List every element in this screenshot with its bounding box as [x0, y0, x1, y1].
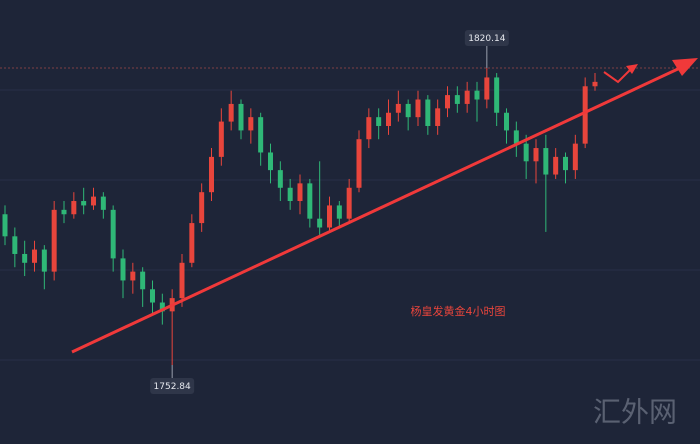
candle-body	[297, 183, 303, 202]
candle-body	[51, 209, 57, 272]
candle-body	[248, 117, 254, 131]
candle-body	[32, 249, 37, 263]
candle-body	[572, 143, 578, 171]
candle-body	[523, 143, 529, 162]
candle-body	[61, 209, 67, 215]
candle-body	[140, 271, 146, 290]
candle-body	[159, 302, 165, 312]
candle-body	[336, 205, 342, 219]
trend-line	[71, 66, 681, 354]
candle-body	[513, 130, 519, 144]
candle-body	[91, 196, 96, 206]
candle-body	[317, 218, 323, 228]
candle-body	[454, 95, 460, 104]
candle-body	[2, 214, 8, 237]
candle-body	[563, 156, 568, 171]
zigzag-arrow	[603, 69, 631, 84]
candle-body	[307, 183, 313, 219]
candle-body	[218, 121, 224, 157]
candle-body	[327, 205, 332, 228]
candle-body	[435, 108, 441, 126]
candle-body	[582, 86, 588, 144]
candle-body	[12, 236, 18, 254]
candle-body	[189, 223, 195, 263]
candle-body	[120, 258, 126, 281]
arrow-head	[626, 64, 638, 74]
candle-body	[199, 192, 205, 224]
candle-body	[41, 249, 47, 272]
candle-body	[22, 253, 28, 263]
trend-arrow	[71, 58, 698, 354]
candle-body	[592, 81, 598, 87]
candle-body	[346, 187, 352, 219]
candle-body	[356, 139, 362, 188]
candle-body	[238, 103, 244, 131]
candles: 1820.14 1752.84	[0, 30, 700, 394]
candle-body	[179, 262, 185, 299]
candle-body	[395, 103, 401, 113]
candle-body	[100, 196, 106, 210]
candle-body	[268, 152, 273, 171]
candle-body	[533, 148, 539, 162]
candle-body	[209, 156, 214, 193]
candle-body	[405, 103, 411, 118]
candle-body	[474, 90, 480, 100]
caption: 杨皇发黄金4小时图	[411, 304, 506, 318]
candle-body	[366, 117, 372, 140]
candle-body	[258, 117, 264, 153]
candle-body	[81, 201, 87, 206]
candle-body	[504, 112, 509, 131]
candle-body	[543, 148, 549, 175]
candle-body	[415, 99, 421, 118]
candle-body	[425, 99, 431, 126]
candle-body	[494, 77, 500, 113]
annotation-box	[464, 30, 509, 46]
candle-body	[110, 209, 116, 259]
arrow-head	[672, 58, 698, 76]
candle-body	[464, 90, 470, 104]
candle-body	[287, 187, 293, 202]
candle-body	[445, 95, 450, 109]
annotation-label: 1820.14	[468, 34, 505, 44]
candle-body	[553, 156, 559, 175]
watermark: 汇外网	[593, 396, 677, 429]
candle-body	[71, 201, 77, 215]
annotation-label: 1752.84	[154, 382, 191, 392]
candle-body	[277, 170, 283, 188]
candle-body	[228, 103, 234, 122]
candle-body	[386, 112, 391, 126]
candle-body	[130, 271, 136, 281]
candle-body	[484, 77, 490, 100]
candle-body	[150, 289, 155, 303]
candle-body	[376, 117, 382, 126]
annotation-box	[150, 378, 195, 394]
